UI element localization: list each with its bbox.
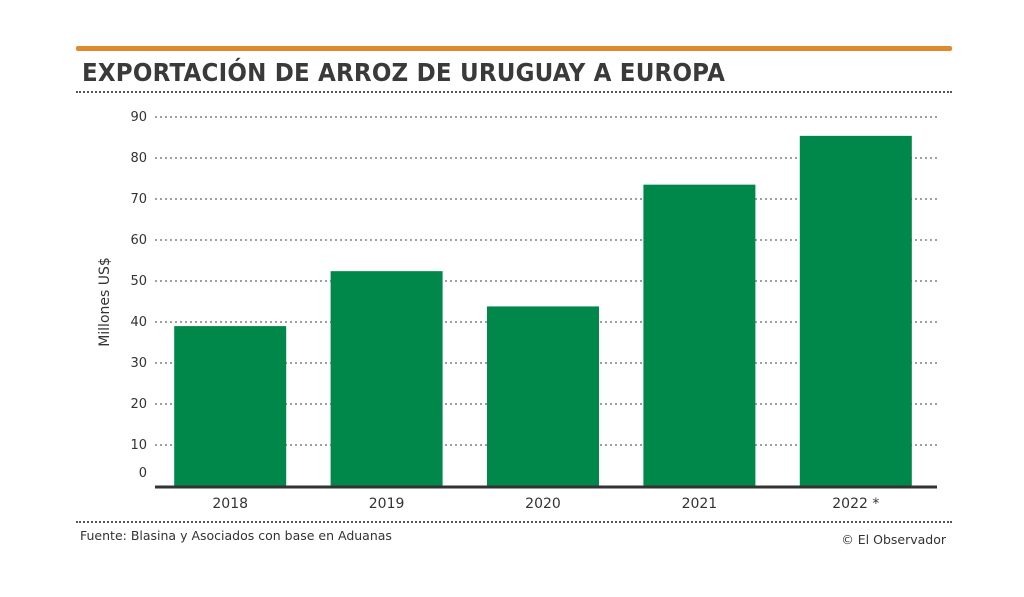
y-tick-label: 90 bbox=[130, 110, 147, 125]
bar bbox=[174, 326, 287, 486]
x-tick-label: 2021 bbox=[682, 496, 718, 512]
y-tick-label: 20 bbox=[130, 397, 147, 412]
chart-title: EXPORTACIÓN DE ARROZ DE URUGUAY A EUROPA bbox=[82, 58, 726, 87]
top-accent-bar bbox=[76, 46, 952, 51]
x-tick-label: 2018 bbox=[212, 496, 248, 512]
y-tick-label: 0 bbox=[139, 466, 147, 481]
y-tick-label: 30 bbox=[130, 356, 147, 371]
source-note: Fuente: Blasina y Asociados con base en … bbox=[80, 528, 392, 543]
x-tick-label: 2020 bbox=[525, 496, 561, 512]
y-tick-label: 60 bbox=[130, 233, 147, 248]
title-divider bbox=[76, 91, 952, 93]
y-axis-label: Millones US$ bbox=[97, 257, 113, 347]
y-tick-label: 40 bbox=[130, 315, 147, 330]
x-tick-label: 2019 bbox=[369, 496, 405, 512]
bar bbox=[799, 135, 912, 487]
y-tick-label: 80 bbox=[130, 151, 147, 166]
bar bbox=[330, 271, 443, 486]
copyright: © El Observador bbox=[841, 532, 946, 547]
y-tick-label: 50 bbox=[130, 274, 147, 289]
bar bbox=[487, 306, 599, 486]
footer-divider bbox=[76, 521, 952, 523]
y-tick-label: 70 bbox=[130, 192, 147, 207]
y-tick-label: 10 bbox=[130, 438, 147, 453]
bar bbox=[643, 184, 756, 486]
x-tick-label: 2022 * bbox=[832, 496, 879, 512]
